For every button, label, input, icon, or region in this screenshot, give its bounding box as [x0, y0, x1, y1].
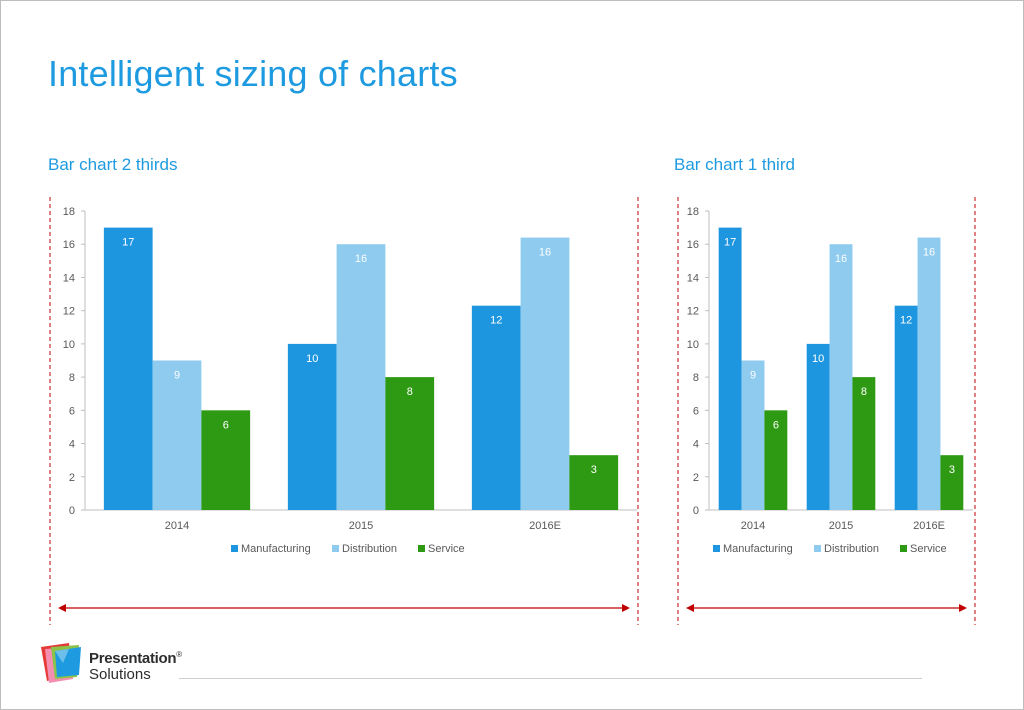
- y-tick-label: 8: [69, 372, 75, 384]
- data-label: 9: [750, 370, 756, 382]
- data-label: 3: [949, 464, 955, 476]
- bar-distribution-2015: [336, 244, 386, 510]
- chart-title-two-thirds: Bar chart 2 thirds: [48, 155, 178, 174]
- x-tick-label: 2015: [829, 520, 853, 532]
- bar-service-2014: [201, 410, 251, 510]
- data-label: 16: [539, 247, 551, 259]
- data-label: 3: [591, 464, 597, 476]
- legend-swatch-service: [418, 545, 425, 552]
- bar-manufacturing-2015: [806, 343, 830, 510]
- bar-manufacturing-2014: [103, 227, 153, 510]
- legend-swatch-distribution: [332, 545, 339, 552]
- data-label: 8: [861, 386, 867, 398]
- y-tick-label: 14: [687, 272, 699, 284]
- legend-swatch-manufacturing: [231, 545, 238, 552]
- data-label: 16: [835, 253, 847, 265]
- x-tick-label: 2016E: [529, 520, 561, 532]
- bar-manufacturing-2016e: [471, 305, 521, 510]
- x-tick-label: 2016E: [913, 520, 945, 532]
- legend-label-manufacturing: Manufacturing: [241, 543, 311, 555]
- data-label: 12: [490, 315, 502, 327]
- bar-distribution-2015: [829, 244, 853, 510]
- bar-distribution-2016e: [520, 237, 570, 511]
- y-tick-label: 10: [687, 339, 699, 351]
- data-label: 9: [174, 370, 180, 382]
- chart-title-one-third: Bar chart 1 third: [674, 155, 795, 174]
- width-arrow-right-head: [959, 604, 967, 612]
- y-tick-label: 2: [693, 472, 699, 484]
- width-arrow-left-head: [58, 604, 66, 612]
- x-tick-label: 2014: [741, 520, 765, 532]
- legend-label-service: Service: [428, 543, 465, 555]
- y-tick-label: 0: [693, 505, 699, 517]
- y-tick-label: 14: [63, 272, 75, 284]
- y-tick-label: 10: [63, 339, 75, 351]
- legend-label-distribution: Distribution: [342, 543, 397, 555]
- bar-distribution-2014: [741, 360, 765, 510]
- x-tick-label: 2015: [349, 520, 373, 532]
- logo-line1: Presentation: [89, 650, 177, 667]
- legend-label-service: Service: [910, 543, 947, 555]
- y-tick-label: 16: [63, 239, 75, 251]
- y-tick-label: 12: [63, 306, 75, 318]
- bar-service-2016e: [940, 455, 964, 510]
- data-label: 17: [724, 237, 736, 249]
- y-tick-label: 16: [687, 239, 699, 251]
- data-label: 10: [812, 353, 824, 365]
- y-tick-label: 4: [69, 439, 75, 451]
- width-arrow-right-head: [622, 604, 630, 612]
- legend-label-distribution: Distribution: [824, 543, 879, 555]
- legend-swatch-distribution: [814, 545, 821, 552]
- data-label: 6: [223, 419, 229, 431]
- data-label: 6: [773, 419, 779, 431]
- bar-service-2015: [385, 377, 435, 510]
- legend-swatch-service: [900, 545, 907, 552]
- bar-service-2015: [852, 377, 876, 510]
- page-title: Intelligent sizing of charts: [48, 53, 458, 94]
- bar-manufacturing-2014: [718, 227, 742, 510]
- y-tick-label: 18: [687, 206, 699, 218]
- y-tick-label: 2: [69, 472, 75, 484]
- bar-service-2016e: [569, 455, 619, 510]
- logo-line2: Solutions: [89, 666, 151, 683]
- logo-registered-mark: ®: [176, 650, 182, 659]
- bar-manufacturing-2016e: [894, 305, 918, 510]
- data-label: 16: [355, 253, 367, 265]
- data-label: 8: [407, 386, 413, 398]
- logo-wordmark: Presentation® Solutions: [89, 647, 182, 683]
- data-label: 12: [900, 315, 912, 327]
- x-tick-label: 2014: [165, 520, 189, 532]
- bar-manufacturing-2015: [287, 343, 337, 510]
- legend-swatch-manufacturing: [713, 545, 720, 552]
- presentation-solutions-logo-icon: [41, 643, 81, 683]
- bar-distribution-2016e: [917, 237, 941, 511]
- y-tick-label: 18: [63, 206, 75, 218]
- y-tick-label: 6: [69, 405, 75, 417]
- legend-label-manufacturing: Manufacturing: [723, 543, 793, 555]
- footer-rule: [179, 678, 922, 679]
- data-label: 10: [306, 353, 318, 365]
- y-tick-label: 6: [693, 405, 699, 417]
- y-tick-label: 12: [687, 306, 699, 318]
- data-label: 16: [923, 247, 935, 259]
- y-tick-label: 4: [693, 439, 699, 451]
- bar-distribution-2014: [152, 360, 202, 510]
- width-arrow-left-head: [686, 604, 694, 612]
- data-label: 17: [122, 237, 134, 249]
- y-tick-label: 0: [69, 505, 75, 517]
- y-tick-label: 8: [693, 372, 699, 384]
- bar-service-2014: [764, 410, 788, 510]
